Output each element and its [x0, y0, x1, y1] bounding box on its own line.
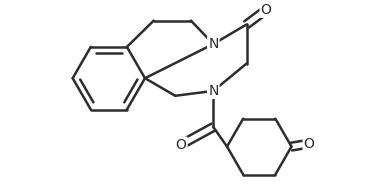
Text: N: N: [208, 84, 218, 98]
Text: O: O: [176, 138, 186, 152]
Text: N: N: [208, 37, 218, 51]
Text: O: O: [261, 3, 272, 17]
Text: O: O: [304, 137, 314, 151]
